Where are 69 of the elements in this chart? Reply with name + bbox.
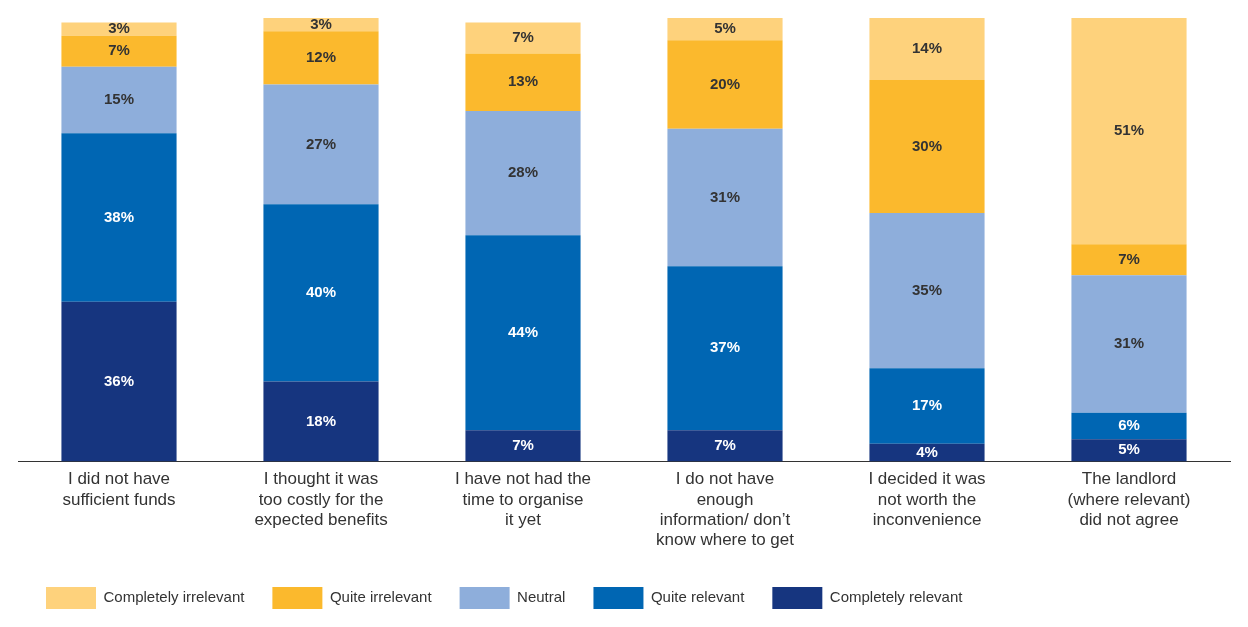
data-label: 40% [305, 283, 337, 301]
x-tick-label: I do not have enough information/ don’t know where to get [656, 469, 795, 550]
bar [869, 80, 985, 214]
bar [869, 18, 985, 81]
bar [263, 84, 379, 205]
bar [1071, 244, 1187, 276]
data-label: 17% [911, 396, 943, 414]
data-label: 37% [709, 338, 741, 356]
x-tick-label: I thought it was too costly for the expected benefits [254, 469, 388, 530]
data-label: 18% [305, 411, 337, 429]
data-label: 51% [1113, 121, 1145, 139]
data-label: 7% [1118, 249, 1140, 267]
bar [667, 266, 783, 431]
data-label: 7% [108, 41, 130, 59]
bar [869, 368, 985, 444]
data-label: 6% [1118, 416, 1140, 434]
data-label: 4% [916, 442, 938, 460]
data-label: 5% [714, 19, 736, 37]
bar [1071, 18, 1187, 245]
data-label: 36% [103, 371, 135, 389]
bar [1071, 275, 1187, 413]
legend-label: Completely irrelevant [103, 588, 246, 606]
data-label: 44% [507, 322, 539, 340]
bar [465, 430, 581, 462]
bar [263, 204, 379, 382]
data-label: 30% [911, 136, 943, 154]
x-tick-label: I did not have sufficient funds [62, 469, 176, 509]
data-label: 31% [709, 187, 741, 205]
x-tick-label: I have not had the time to organise it yet [454, 469, 592, 530]
bar [667, 40, 783, 129]
bar [465, 111, 581, 236]
data-label: 20% [709, 74, 741, 92]
bar [61, 22, 177, 36]
bar [465, 53, 581, 112]
bar [61, 301, 177, 462]
bar [1071, 412, 1187, 440]
bar [465, 235, 581, 431]
bar [263, 381, 379, 462]
bar [61, 35, 177, 67]
data-label: 7% [512, 436, 534, 454]
legend-label: Neutral [517, 588, 566, 606]
legend-label: Quite relevant [650, 588, 746, 606]
bar [61, 66, 177, 134]
data-label: 13% [507, 72, 539, 90]
bar [667, 128, 783, 267]
bar [667, 430, 783, 462]
data-label: 12% [305, 48, 337, 66]
legend-label: Completely relevant [829, 588, 964, 606]
bar [465, 22, 581, 54]
data-label: 15% [103, 90, 135, 108]
data-label: 7% [714, 436, 736, 454]
data-label: 7% [512, 28, 534, 46]
bar [263, 31, 379, 85]
data-label: 3% [108, 19, 130, 37]
data-label: 35% [911, 280, 943, 298]
x-tick-label: The landlord (where relevant) did not agree [1067, 469, 1191, 530]
x-tick-label: I decided it was not worth the inconvenience [868, 469, 986, 530]
data-label: 3% [310, 14, 332, 32]
data-label: 31% [1113, 334, 1145, 352]
data-label: 38% [103, 207, 135, 225]
bar [1071, 439, 1187, 462]
data-label: 27% [305, 134, 337, 152]
bar [869, 213, 985, 369]
data-label: 28% [507, 163, 539, 181]
bar [61, 133, 177, 302]
data-label: 14% [911, 39, 943, 57]
legend-label: Quite irrelevant [329, 588, 433, 606]
data-label: 5% [1118, 440, 1140, 458]
bar [667, 18, 783, 41]
